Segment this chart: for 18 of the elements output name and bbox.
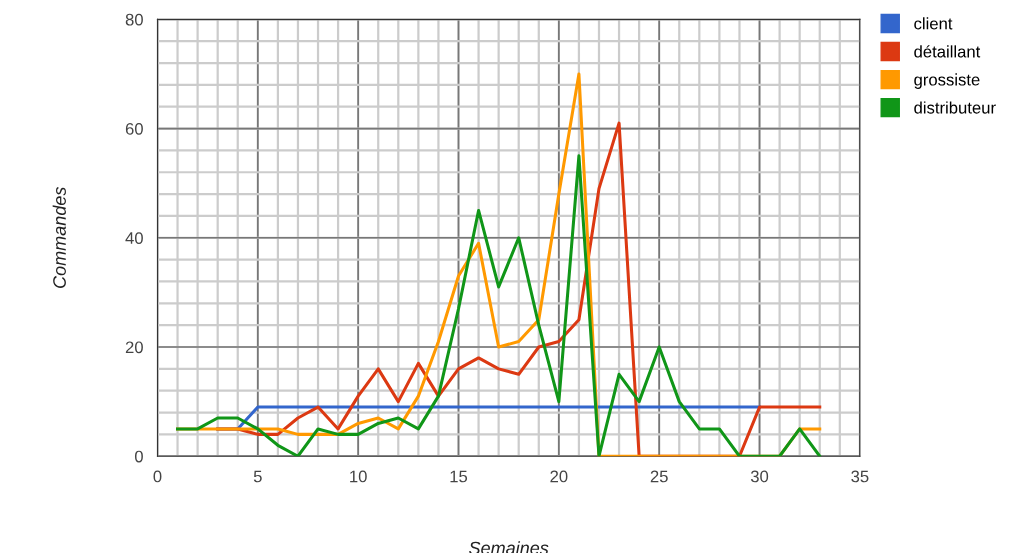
x-tick-label: 0 — [153, 470, 162, 483]
x-tick-label: 25 — [650, 470, 668, 483]
x-tick-label: 30 — [750, 470, 769, 483]
y-tick-label: 40 — [125, 232, 143, 244]
legend-label: distributeur — [914, 101, 996, 114]
x-tick-label: 35 — [851, 470, 869, 483]
x-tick-label: 20 — [550, 470, 568, 483]
y-tick-label: 20 — [125, 341, 143, 354]
y-tick-label: 0 — [134, 450, 143, 463]
legend-label: client — [914, 17, 953, 30]
y-tick-label: 60 — [125, 122, 143, 135]
y-axis-title: Commandes — [52, 186, 66, 288]
x-tick-label: 5 — [253, 470, 262, 483]
x-tick-label: 10 — [350, 470, 367, 483]
legend-label: détaillant — [914, 45, 981, 58]
legend-label: grossiste — [914, 73, 980, 89]
y-tick-label: 80 — [125, 13, 143, 26]
x-tick-label: 15 — [450, 470, 468, 483]
